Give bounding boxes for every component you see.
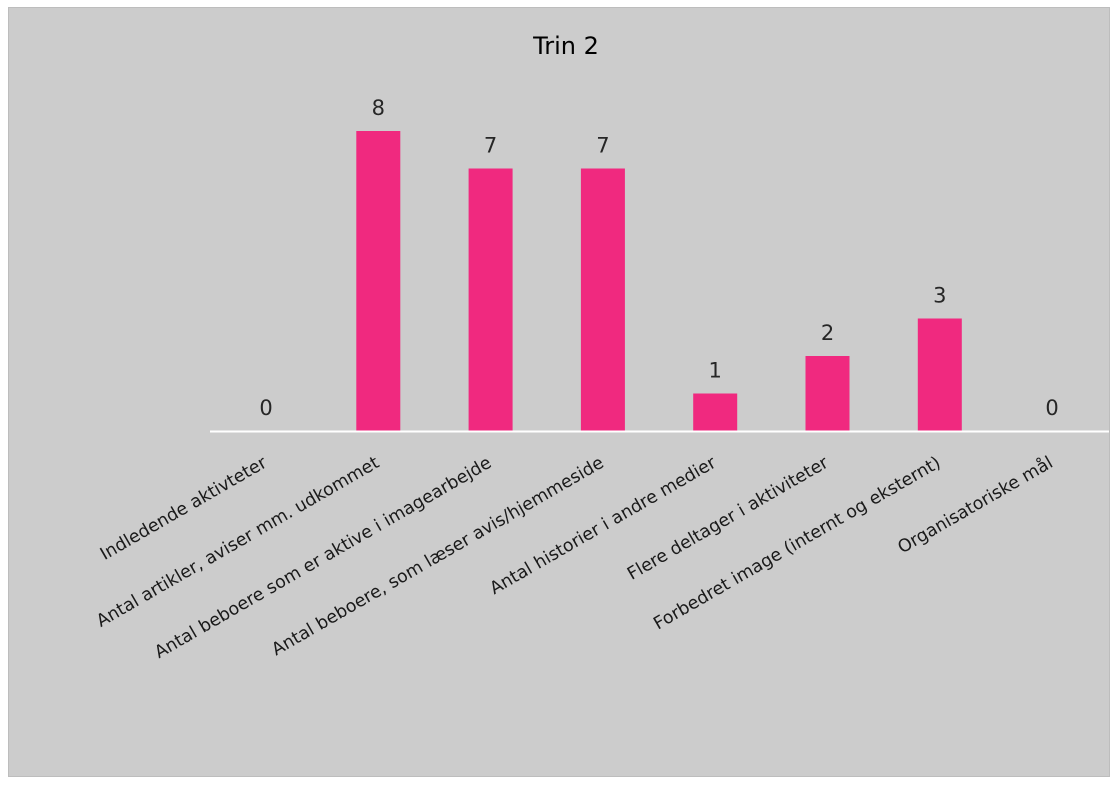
data-label: 2 xyxy=(821,321,834,345)
bar xyxy=(693,393,738,431)
chart-title: Trin 2 xyxy=(532,32,599,60)
data-label: 7 xyxy=(484,134,497,158)
data-label: 8 xyxy=(372,96,385,120)
category-label: Antal historier i andre medier xyxy=(487,453,721,599)
bar xyxy=(580,168,625,431)
data-label: 7 xyxy=(596,134,609,158)
bar xyxy=(468,168,513,431)
data-label: 0 xyxy=(1045,396,1058,420)
category-label: Flere deltager i aktiviteter xyxy=(624,453,833,585)
bar xyxy=(917,318,962,431)
bar xyxy=(356,131,401,431)
bars-group xyxy=(356,131,962,431)
bar xyxy=(805,356,850,431)
data-labels-group: 0 8 7 7 1 2 3 0 xyxy=(259,96,1058,420)
data-label: 1 xyxy=(709,359,722,383)
data-label: 0 xyxy=(259,396,272,420)
data-label: 3 xyxy=(933,284,946,308)
